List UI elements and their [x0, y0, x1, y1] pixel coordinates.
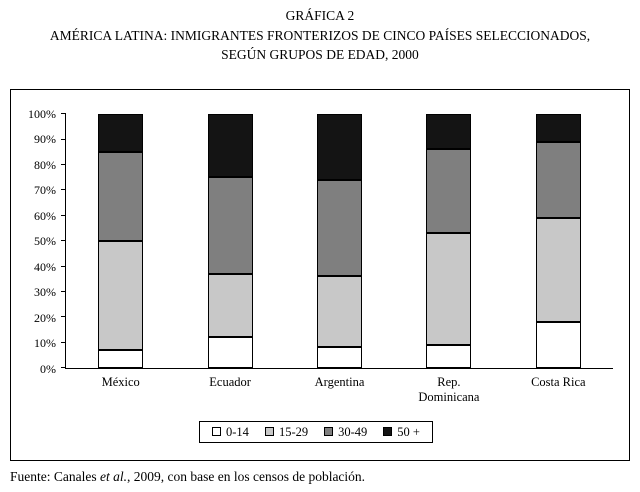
legend: 0-14 15-29 30-49 50 +: [199, 420, 433, 444]
legend-label-15-29: 15-29: [278, 424, 309, 439]
y-tick-label: 100%: [28, 106, 56, 121]
x-axis-label-mexico: México: [101, 374, 140, 389]
x-axis-labels: México Ecuador Argentina Rep. Dominicana Cos…: [66, 369, 613, 407]
bar-segment-15-29: [535, 217, 581, 322]
source-note-suffix: , 2009, con base en los censos de poblac…: [126, 468, 366, 484]
source-note: Fuente: Canales et al., 2009, con base e…: [10, 469, 640, 485]
bar-rep-dominicana: [426, 113, 472, 368]
legend-label-0-14: 0-14: [226, 424, 249, 439]
y-tick-label: 30%: [34, 285, 56, 300]
bar-segment-0-14: [207, 337, 253, 368]
x-axis-label-argentina: Argentina: [314, 374, 365, 389]
x-axis-label-rep-dominicana: Rep. Dominicana: [418, 374, 480, 405]
legend-item-15-29: 15-29: [264, 424, 309, 439]
y-tick-mark: [61, 164, 66, 165]
legend-swatch-15-29: [264, 427, 274, 437]
x-axis-label-costa-rica: Costa Rica: [531, 374, 586, 389]
y-axis: 0% 10% 20% 30% 40% 50% 60% 70% 80% 90% 100%: [19, 108, 65, 375]
bar-segment-50: [535, 113, 581, 142]
y-tick-label: 10%: [34, 336, 56, 351]
bar-segment-0-14: [98, 349, 144, 368]
legend-swatch-50: [383, 427, 393, 437]
legend-label-30-49: 30-49: [338, 424, 368, 439]
bar-segment-30-49: [98, 151, 144, 241]
x-axis-label-ecuador: Ecuador: [209, 374, 251, 389]
y-tick-label: 0%: [40, 361, 56, 376]
chart-title-line3: SEGÚN GRUPOS DE EDAD, 2000: [221, 47, 419, 63]
y-tick-mark: [61, 240, 66, 242]
y-tick-label: 90%: [34, 132, 56, 147]
y-tick-mark: [61, 341, 66, 343]
y-tick-mark: [61, 189, 66, 191]
legend-swatch-0-14: [212, 427, 222, 437]
chart-title-block: GRÁFICA 2 AMÉRICA LATINA: INMIGRANTES FR…: [0, 0, 640, 65]
plot-area: [61, 113, 613, 369]
legend-item-30-49: 30-49: [324, 426, 367, 439]
bar-segment-30-49: [426, 149, 472, 234]
plot-row: 0% 10% 20% 30% 40% 50% 60% 70% 80% 90% 100%: [19, 108, 613, 375]
bar-segment-0-14: [535, 321, 581, 368]
y-tick-mark: [61, 367, 66, 369]
y-tick-mark: [61, 214, 66, 216]
bar-segment-50: [426, 113, 472, 150]
y-tick-label: 60%: [34, 208, 56, 223]
y-tick-mark: [61, 138, 66, 140]
y-tick-mark: [61, 291, 66, 292]
legend-item-50: 50 +: [383, 426, 420, 439]
bar-segment-30-49: [535, 141, 581, 218]
chart-title-line2: AMÉRICA LATINA: INMIGRANTES FRONTERIZOS …: [49, 27, 591, 43]
chart-title-line1: GRÁFICA 2: [285, 8, 355, 23]
y-tick-label: 50%: [34, 234, 56, 249]
legend-label-50: 50 +: [397, 424, 420, 439]
legend-item-0-14: 0-14: [212, 426, 249, 439]
bar-segment-15-29: [98, 240, 144, 350]
bar-segment-50: [207, 113, 253, 178]
bar-argentina: [316, 113, 362, 368]
bar-segment-30-49: [207, 177, 253, 274]
bar-segment-30-49: [316, 179, 362, 277]
bar-segment-0-14: [316, 347, 362, 368]
y-tick-label: 40%: [34, 259, 56, 274]
source-note-prefix: Fuente: Canales: [10, 468, 100, 484]
chart-frame: 0% 10% 20% 30% 40% 50% 60% 70% 80% 90% 100% México…: [10, 88, 630, 461]
y-tick-mark: [61, 316, 66, 318]
bar-mexico: [98, 113, 144, 368]
y-tick-mark: [61, 265, 66, 267]
bar-segment-15-29: [207, 273, 253, 338]
bar-segment-50: [316, 113, 362, 180]
bar-segment-15-29: [316, 276, 362, 348]
bar-ecuador: [207, 113, 253, 368]
y-tick-mark: [61, 113, 66, 115]
y-tick-label: 70%: [34, 183, 56, 198]
bar-segment-0-14: [426, 344, 472, 368]
legend-swatch-30-49: [324, 427, 334, 437]
bar-costa-rica: [535, 113, 581, 368]
source-note-etal: et al.: [99, 468, 127, 484]
bar-segment-15-29: [426, 233, 472, 345]
y-tick-label: 80%: [34, 157, 56, 172]
y-tick-label: 20%: [34, 310, 56, 325]
legend-row: 0-14 15-29 30-49 50 +: [19, 420, 613, 444]
bar-segment-50: [98, 113, 144, 152]
